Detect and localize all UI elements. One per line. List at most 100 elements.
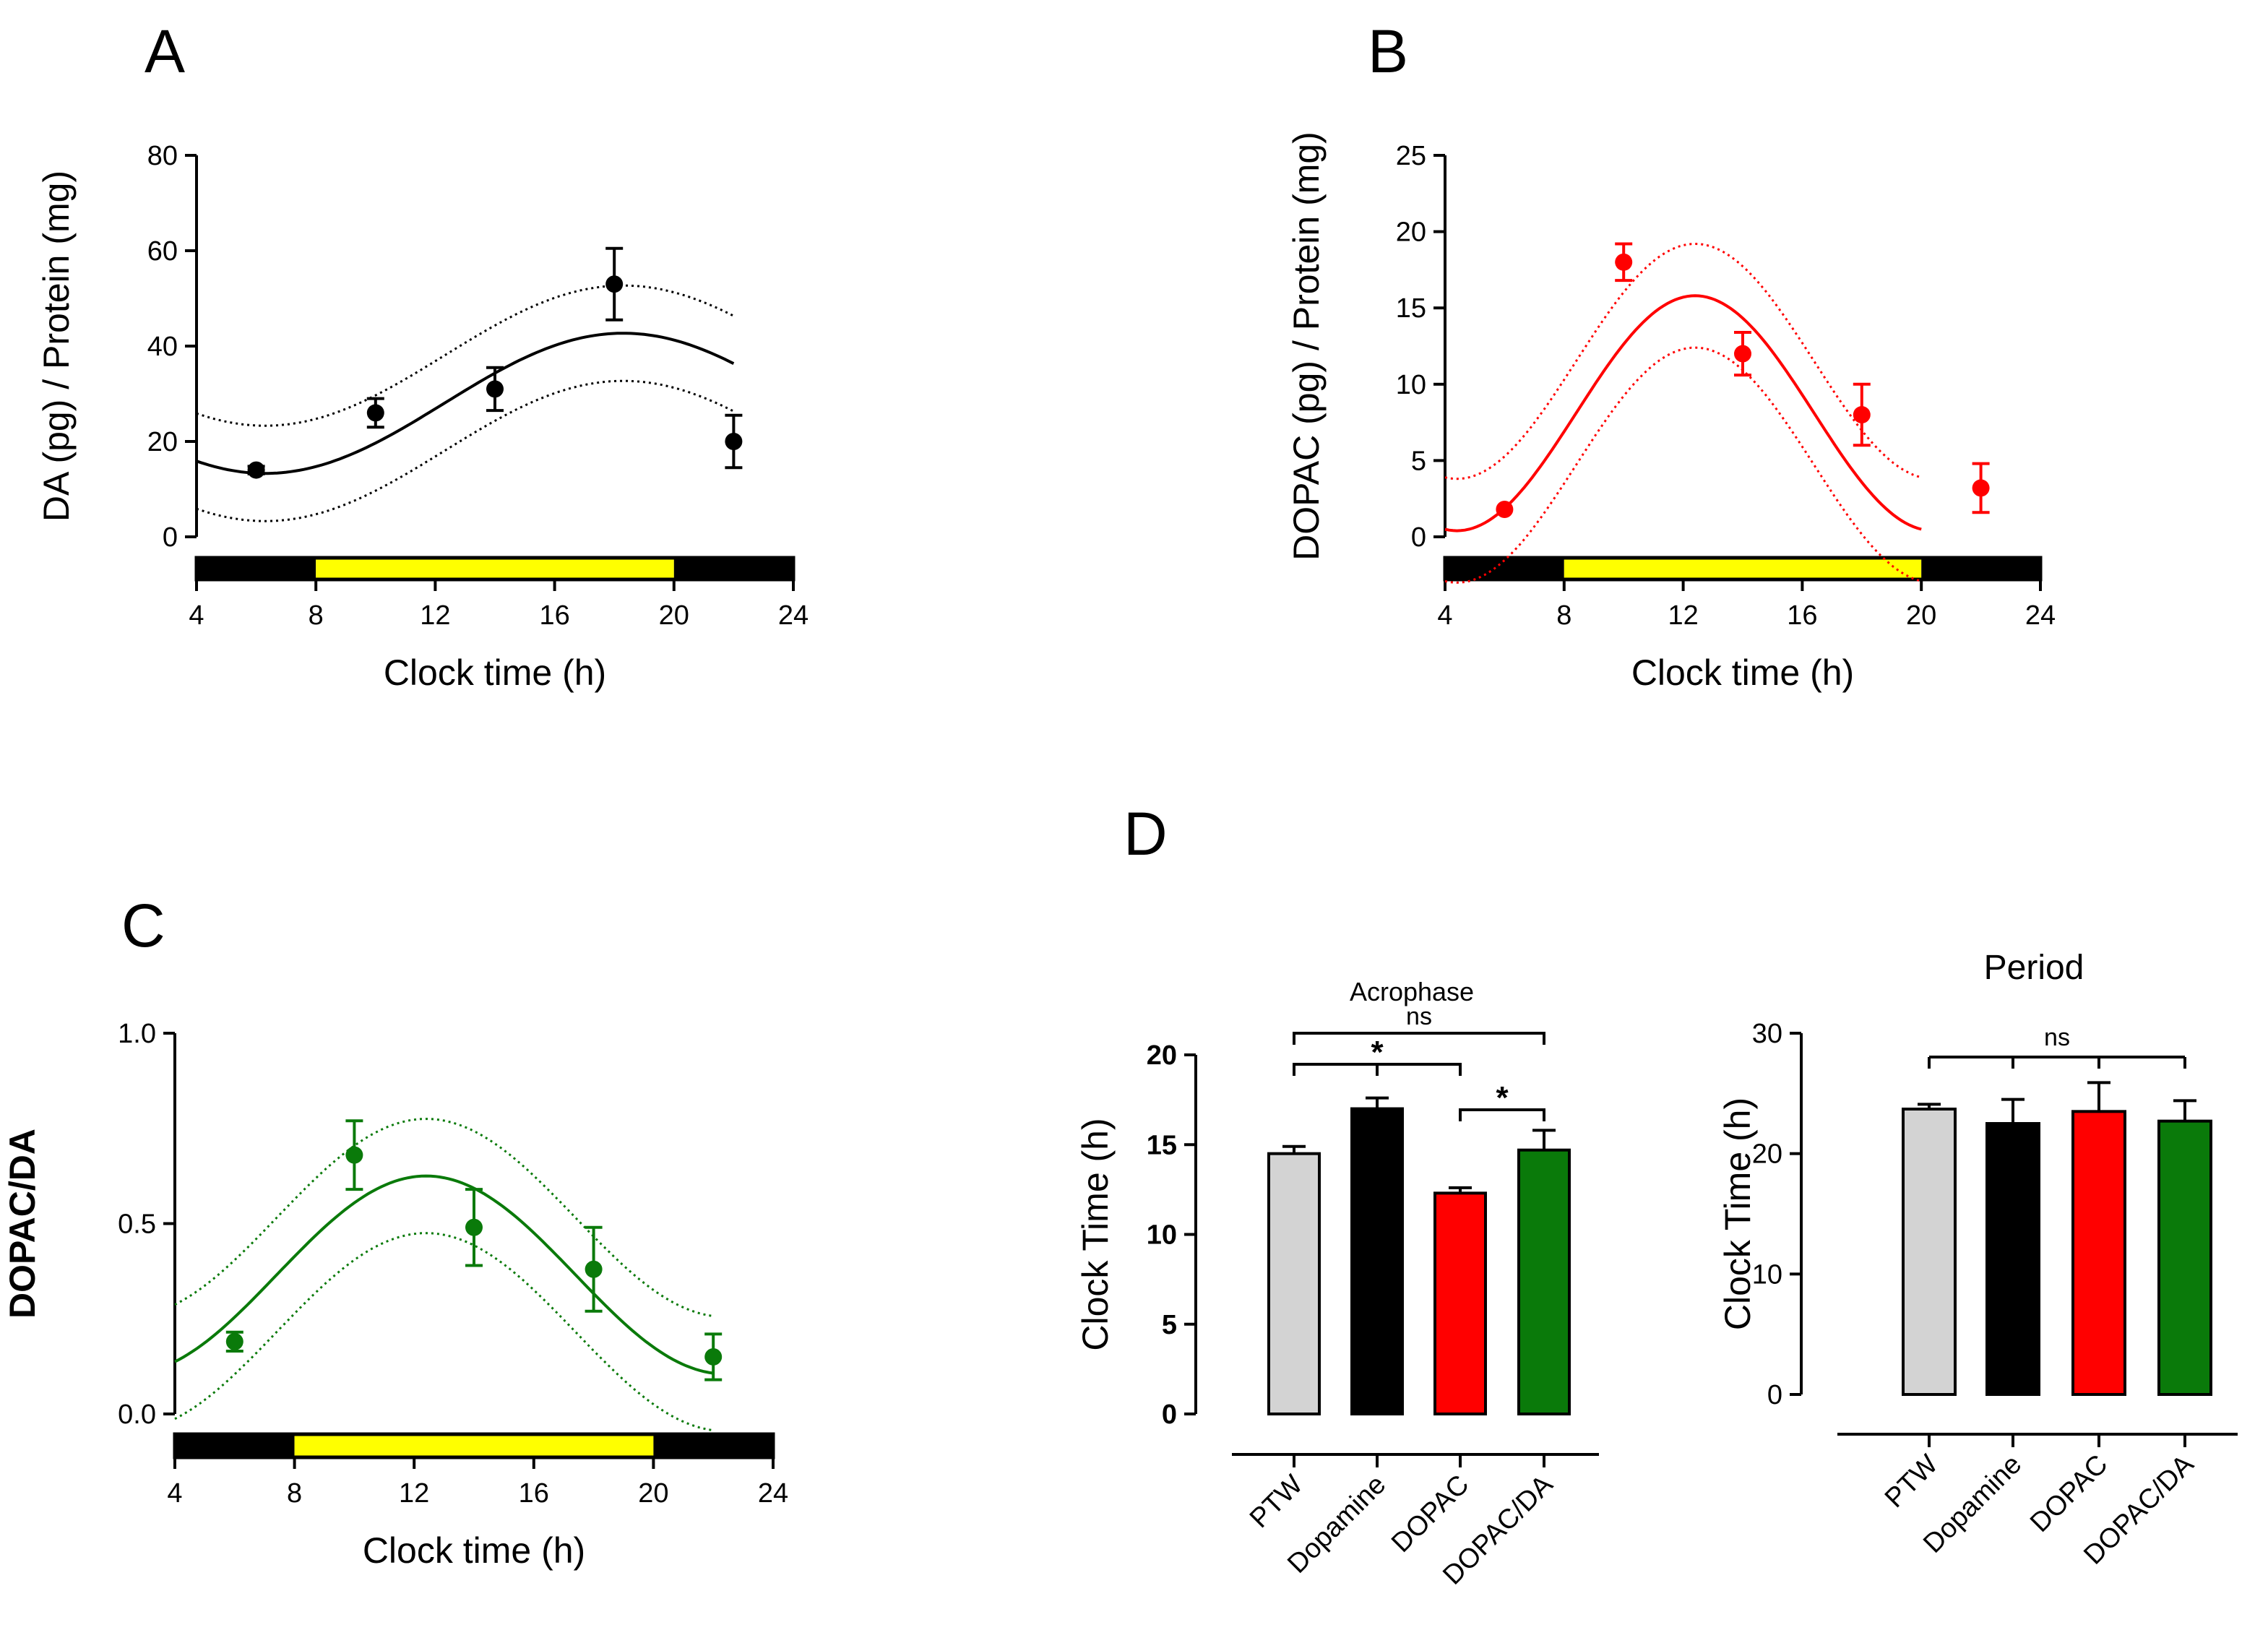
y-tick-label: 20 (147, 427, 178, 457)
data-point (247, 461, 265, 479)
x-axis-title: Clock time (h) (1631, 652, 1854, 693)
x-tick-label: 8 (309, 600, 324, 631)
y-tick-label: 20 (1147, 1040, 1177, 1071)
significance-bracket-2-label: * (1496, 1080, 1509, 1116)
bar-ptw (1902, 1108, 1957, 1396)
bar-dopac-da (1517, 1148, 1571, 1415)
lower-confidence-band (174, 1232, 714, 1432)
y-tick-label: 0 (163, 522, 178, 553)
x-tick-label: 20 (1906, 600, 1936, 631)
upper-confidence-band (1444, 242, 1922, 480)
dark-phase-bar (653, 1434, 773, 1457)
x-tick-label: 4 (1437, 600, 1452, 631)
dark-phase-bar (1921, 558, 2040, 579)
data-point (1615, 253, 1633, 271)
bar-dopamine (1350, 1107, 1404, 1416)
y-tick-label: 25 (1396, 141, 1426, 171)
data-point (1853, 406, 1871, 424)
data-point (1972, 479, 1990, 497)
y-tick-label: 10 (1147, 1220, 1177, 1251)
data-point (1496, 500, 1514, 518)
panel-label-c: C (121, 892, 165, 960)
light-dark-bar-outline (194, 556, 795, 582)
x-tick-label: 12 (399, 1478, 429, 1509)
y-axis-title: DA (pg) / Protein (mg) (36, 171, 77, 522)
y-tick-label: 0.5 (118, 1209, 156, 1240)
x-tick-label: 4 (189, 600, 204, 631)
bar-ptw (1267, 1152, 1321, 1416)
fit-curve (174, 1174, 714, 1375)
panel-label-a: A (145, 17, 185, 85)
y-tick-label: 5 (1162, 1310, 1177, 1340)
y-tick-label: 5 (1411, 446, 1426, 476)
y-tick-label: 0 (1767, 1380, 1782, 1410)
bar-dopac (1433, 1191, 1487, 1415)
x-tick-label: 24 (2025, 600, 2056, 631)
data-point (725, 433, 743, 450)
chart-title: Acrophase (1350, 977, 1474, 1006)
bar-dopac-da (2157, 1119, 2212, 1396)
x-tick-label: PTW (1879, 1449, 1944, 1514)
chart-title: Period (1984, 949, 2084, 987)
x-axis-title: Clock time (h) (384, 652, 606, 693)
data-point (345, 1146, 363, 1164)
y-axis-title: Clock Time (h) (1717, 1098, 1758, 1330)
light-phase-bar (316, 558, 674, 579)
y-tick-label: 80 (147, 141, 178, 171)
x-tick-label: 8 (1556, 600, 1571, 631)
chart-c-dopac-da-ratio: 0.0 0.5 1.0 DOPAC/DA 4 8 12 16 20 24 Clock time (h… (2, 1019, 788, 1571)
lower-confidence-band (196, 379, 735, 522)
light-dark-bar-outline (1443, 556, 2043, 582)
x-axis-title: Clock time (h) (363, 1530, 585, 1571)
fit-curve (196, 332, 735, 475)
chart-b-dopac: 0 5 10 15 20 25 DOPAC (pg) / Protein (mg) 4 8 12 1… (1286, 131, 2056, 693)
y-tick-label: 40 (147, 332, 178, 362)
data-point (1734, 345, 1751, 363)
x-tick-label: 20 (659, 600, 689, 631)
dark-phase-bar (673, 558, 793, 579)
x-tick-label: 24 (778, 600, 809, 631)
x-tick-label: PTW (1244, 1470, 1308, 1534)
y-tick-label: 60 (147, 236, 178, 267)
y-tick-label: 1.0 (118, 1019, 156, 1049)
x-tick-label: 4 (167, 1478, 182, 1509)
significance-bracket-2 (1459, 1108, 1545, 1121)
bar-dopac (2071, 1110, 2126, 1397)
y-tick-label: 30 (1752, 1019, 1782, 1049)
y-axis-title: DOPAC/DA (2, 1129, 43, 1319)
data-point (704, 1347, 723, 1366)
panel-label-b: B (1368, 17, 1408, 85)
y-tick-label: 0 (1162, 1400, 1177, 1430)
x-tick-label: 8 (287, 1478, 302, 1509)
y-axis-title: Clock Time (h) (1075, 1118, 1116, 1350)
ns-bracket (1293, 1032, 1545, 1045)
data-point (366, 404, 384, 422)
light-dark-bar-outline (173, 1432, 775, 1459)
data-point (465, 1218, 483, 1236)
panel-label-d: D (1124, 800, 1168, 868)
x-tick-label: 12 (1668, 600, 1698, 631)
y-tick-label: 10 (1396, 370, 1426, 400)
fit-curve (1444, 294, 1922, 532)
data-point (605, 275, 624, 293)
x-tick-label: 16 (519, 1478, 549, 1509)
y-axis-title: DOPAC (pg) / Protein (mg) (1286, 131, 1327, 561)
significance-bracket-label: * (1371, 1035, 1384, 1070)
ns-bracket-label: ns (2044, 1024, 2070, 1051)
dark-phase-bar (197, 558, 316, 579)
y-tick-label: 15 (1396, 293, 1426, 324)
chart-a-dopamine: 0 20 40 60 80 DA (pg) / Protein (mg) 4 8 12 16 20 2… (36, 141, 809, 693)
light-phase-bar (1564, 558, 1922, 579)
ns-bracket-label: ns (1406, 1003, 1432, 1030)
x-tick-label: 16 (539, 600, 569, 631)
upper-confidence-band (174, 1118, 714, 1317)
x-tick-label: DOPAC (2025, 1449, 2113, 1538)
data-point (585, 1260, 603, 1278)
y-tick-label: 20 (1752, 1139, 1782, 1170)
x-tick-label: 24 (758, 1478, 788, 1509)
y-tick-label: 0 (1411, 522, 1426, 553)
y-tick-label: 0.0 (118, 1400, 156, 1430)
